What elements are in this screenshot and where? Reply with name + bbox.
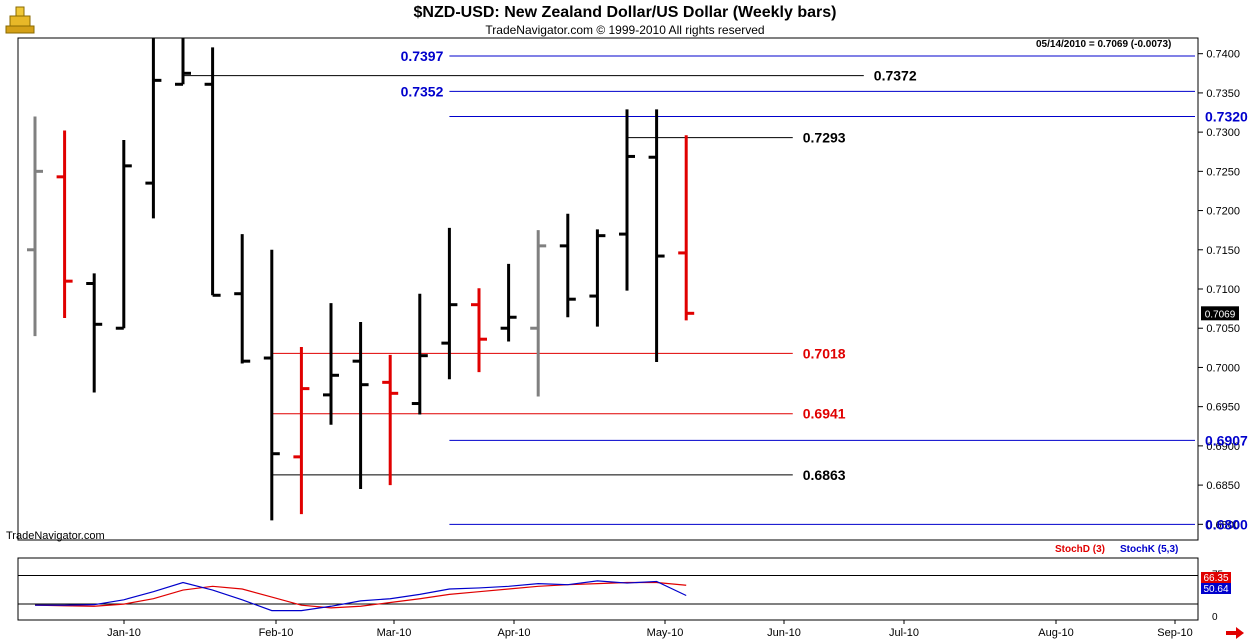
x-tick-label: Jul-10 [889,627,919,639]
ohlc-bar [352,321,369,490]
stoch-value-label: 50.64 [1203,584,1228,595]
ohlc-bar [115,139,132,330]
level-label-0.6941: 0.6941 [803,406,846,422]
ohlc-bar [471,288,487,373]
ohlc-bar [559,213,576,318]
chart-subtitle: TradeNavigator.com © 1999-2010 All right… [485,23,765,37]
ohlc-bar [293,347,310,515]
price-panel-frame [17,37,1199,541]
ohlc-bar [589,229,606,327]
stochk-legend: StochK (5,3) [1120,544,1179,555]
y-tick-label: 0.7250 [1206,166,1240,178]
ohlc-bar [678,135,695,321]
y-tick-label: 0.7100 [1206,284,1240,296]
stoch-series-line [35,580,687,612]
stoch-series-line [34,581,687,609]
level-label-0.6907: 0.6907 [1205,432,1248,448]
ohlc-bar [530,230,547,397]
ohlc-bar [86,273,103,393]
stoch-tick-label: 0 [1212,612,1218,623]
y-tick-label: 0.6850 [1206,480,1240,492]
stoch-value-label: 66.35 [1203,573,1228,584]
y-tick-label: 0.7200 [1206,206,1240,218]
y-tick-label: 0.6950 [1206,402,1240,414]
ohlc-bar [441,227,458,380]
ohlc-bar [500,263,517,342]
ohlc-bar [411,293,428,415]
watermark: TradeNavigator.com [6,530,105,542]
ohlc-bar [175,38,191,86]
ohlc-bar [204,47,221,297]
x-tick-label: Jan-10 [107,627,141,639]
current-price-box [1201,306,1239,321]
current-price-label: 0.7069 [1205,309,1236,320]
ohlc-bar [619,109,635,291]
ohlc-bar [382,354,399,486]
x-tick-label: Apr-10 [497,627,530,639]
y-tick-label: 0.6800 [1206,519,1240,531]
scroll-right-arrow-icon[interactable] [1226,626,1244,639]
stochd-legend: StochD (3) [1055,544,1105,555]
level-label-0.7372: 0.7372 [874,68,917,84]
level-label-0.7293: 0.7293 [803,130,846,146]
ohlc-bar [145,38,162,219]
y-tick-label: 0.7050 [1206,323,1240,335]
y-tick-label: 0.7150 [1206,245,1240,257]
x-tick-label: Aug-10 [1038,627,1073,639]
x-tick-label: Feb-10 [259,627,294,639]
stoch-value-box [1201,572,1231,583]
ohlc-bar [648,109,665,362]
ohlc-bar [234,234,251,364]
y-tick-label: 0.7300 [1206,127,1240,139]
last-price-note: 05/14/2010 = 0.7069 (-0.0073) [1036,39,1172,50]
level-label-0.7320: 0.7320 [1205,108,1248,124]
level-label-0.7018: 0.7018 [803,345,846,361]
ohlc-bar [27,116,43,337]
level-label-0.7352: 0.7352 [401,83,444,99]
x-tick-label: Sep-10 [1157,627,1192,639]
level-label-0.6863: 0.6863 [803,467,846,483]
x-tick-label: Jun-10 [767,627,801,639]
chart-title: $NZD-USD: New Zealand Dollar/US Dollar (… [413,4,837,21]
level-label-0.6800: 0.6800 [1205,516,1248,532]
level-label-0.7397: 0.7397 [401,48,444,64]
y-tick-label: 0.7400 [1206,49,1240,61]
y-tick-label: 0.7000 [1206,362,1240,374]
x-tick-label: May-10 [647,627,684,639]
ohlc-bar [263,249,280,521]
y-tick-label: 0.6900 [1206,441,1240,453]
ohlc-bar [323,303,339,425]
y-tick-label: 0.7350 [1206,88,1240,100]
ohlc-bar [56,130,73,319]
stoch-value-box [1201,583,1231,594]
trade-navigator-logo-icon[interactable] [4,4,36,36]
x-tick-label: Mar-10 [377,627,412,639]
